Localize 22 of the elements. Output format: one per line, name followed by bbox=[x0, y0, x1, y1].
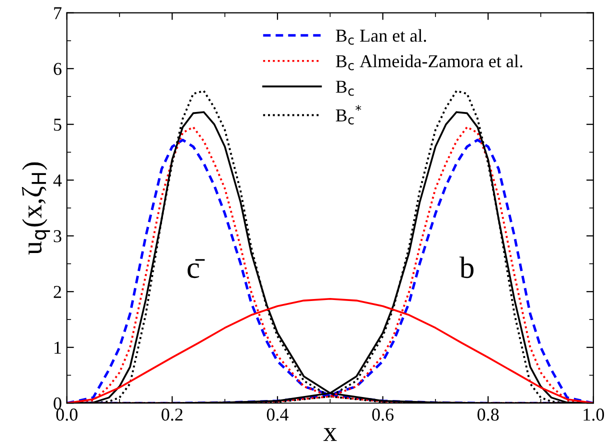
x-tick-label: 0.6 bbox=[372, 408, 394, 421]
x-axis-title: x bbox=[323, 428, 337, 441]
x-tick-label: 0.0 bbox=[56, 408, 78, 421]
y-axis-title: u$_{q}$(x,ζ$_{H}$) bbox=[22, 162, 50, 255]
y-tick-label: 2 bbox=[54, 286, 62, 298]
x-tick-label: 0.4 bbox=[266, 408, 288, 421]
x-tick-label: 0.8 bbox=[478, 408, 499, 421]
y-tick-label: 5 bbox=[54, 118, 62, 131]
annotation: c̄ bbox=[188, 259, 205, 278]
y-tick-label: 6 bbox=[54, 62, 62, 76]
y-tick-label: 7 bbox=[54, 7, 62, 20]
x-tick-label: 0.2 bbox=[162, 408, 182, 421]
annotation: b bbox=[459, 256, 474, 278]
y-tick-label: 3 bbox=[54, 230, 62, 242]
y-tick-label: 4 bbox=[53, 174, 62, 186]
y-tick-label: 0 bbox=[54, 397, 62, 410]
legend-label: B$_{c}$ Almeida-Zamora et al. bbox=[336, 54, 522, 70]
x-tick-label: 1.0 bbox=[584, 408, 604, 421]
y-tick-label: 1 bbox=[54, 342, 61, 354]
legend-label: B$_{c}$ Lan et al. bbox=[336, 29, 426, 45]
legend-label: B$_{c}$$^{*}$ bbox=[336, 105, 362, 124]
legend-label: B$_{c}$ bbox=[336, 80, 354, 96]
